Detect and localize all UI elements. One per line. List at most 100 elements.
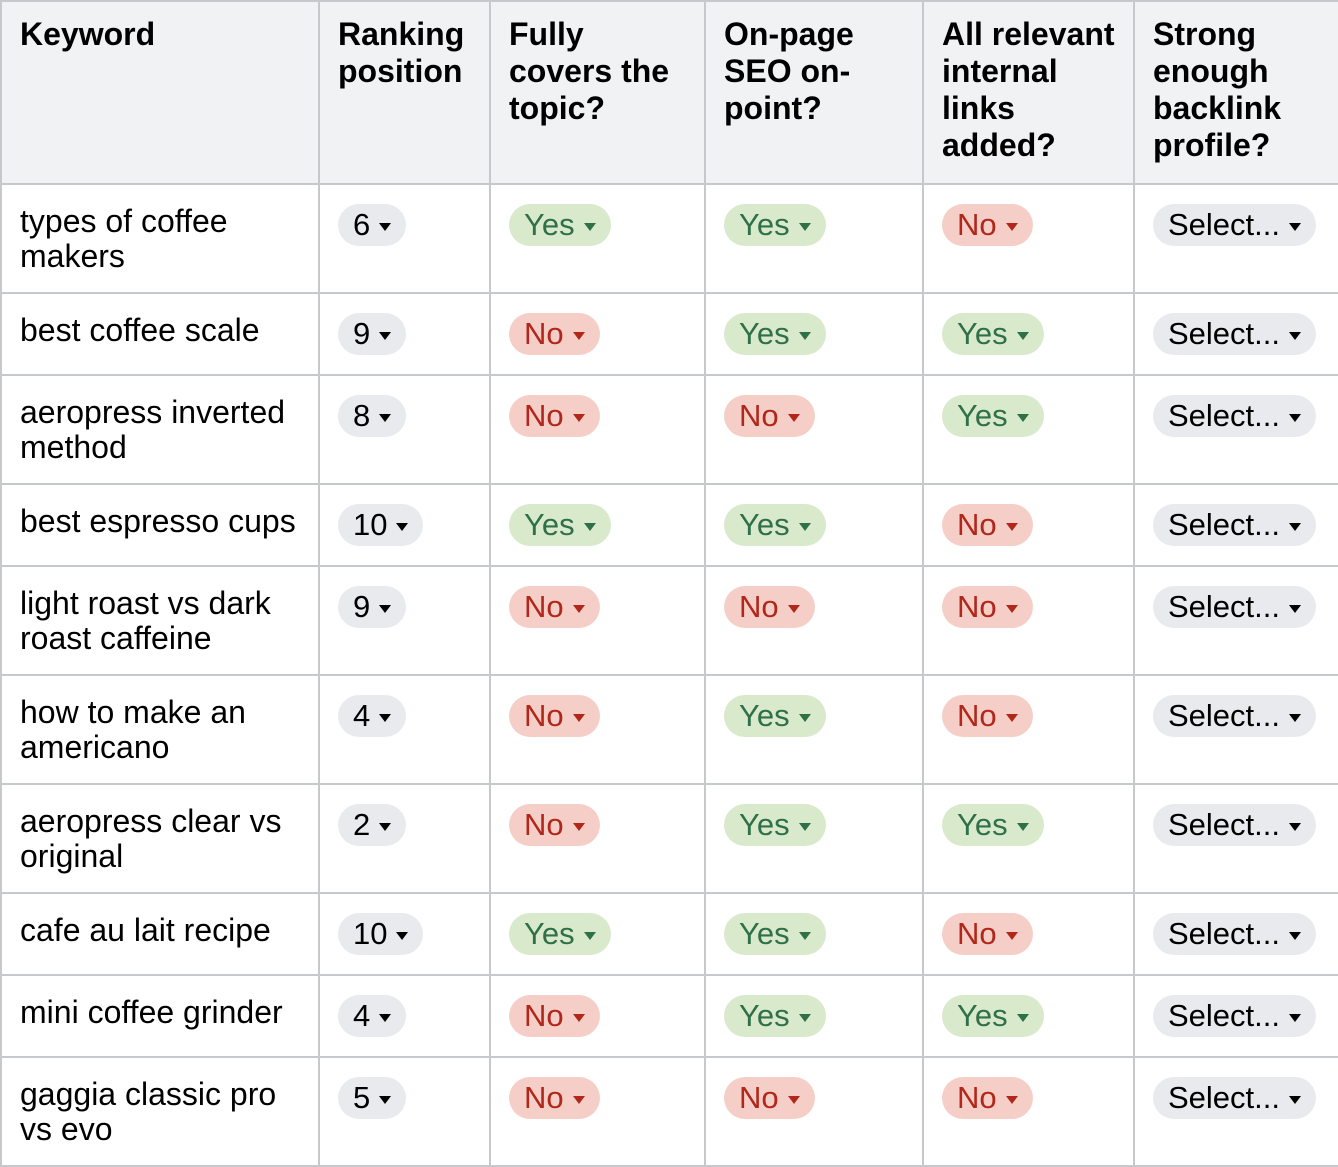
fully-covers-chip[interactable]: No — [509, 395, 600, 437]
onpage-seo-chip[interactable]: Yes — [724, 504, 826, 546]
links-cell: No — [922, 1056, 1135, 1167]
caret-down-icon — [379, 1013, 392, 1022]
backlink-cell: Select... — [1133, 565, 1338, 676]
backlink-cell: Select... — [1133, 974, 1338, 1058]
fully-covers-chip[interactable]: Yes — [509, 204, 611, 246]
caret-down-icon — [1289, 931, 1301, 940]
chip-label: Yes — [739, 998, 790, 1033]
backlink-profile-chip[interactable]: Select... — [1153, 395, 1316, 437]
backlink-profile-chip[interactable]: Select... — [1153, 204, 1316, 246]
caret-down-icon — [1289, 331, 1301, 340]
fully-covers-chip[interactable]: Yes — [509, 504, 611, 546]
onpage-seo-chip[interactable]: Yes — [724, 995, 826, 1037]
header-keyword: Keyword — [0, 0, 320, 185]
chip-label: Yes — [739, 807, 790, 842]
chip-label: Yes — [524, 207, 575, 242]
keyword-cell[interactable]: types of coffee makers — [0, 183, 320, 294]
keyword-cell[interactable]: aeropress inverted method — [0, 374, 320, 485]
backlink-profile-chip[interactable]: Select... — [1153, 695, 1316, 737]
fully-covers-chip[interactable]: No — [509, 313, 600, 355]
keyword-cell[interactable]: gaggia classic pro vs evo — [0, 1056, 320, 1167]
ranking-position-chip[interactable]: 10 — [338, 504, 424, 546]
internal-links-chip[interactable]: No — [942, 913, 1033, 955]
chip-label: Select... — [1168, 807, 1280, 842]
ranking-position-chip[interactable]: 4 — [338, 695, 407, 737]
fully-covers-chip[interactable]: No — [509, 695, 600, 737]
onpage-seo-chip[interactable]: Yes — [724, 804, 826, 846]
internal-links-chip[interactable]: No — [942, 1077, 1033, 1119]
backlink-profile-chip[interactable]: Select... — [1153, 586, 1316, 628]
onpage-seo-chip[interactable]: Yes — [724, 313, 826, 355]
ranking-position-chip[interactable]: 10 — [338, 913, 424, 955]
keyword-cell[interactable]: best coffee scale — [0, 292, 320, 376]
seo-cell: Yes — [704, 674, 924, 785]
onpage-seo-chip[interactable]: No — [724, 1077, 815, 1119]
onpage-seo-chip[interactable]: No — [724, 586, 815, 628]
keyword-cell[interactable]: cafe au lait recipe — [0, 892, 320, 976]
covers-cell: Yes — [489, 892, 706, 976]
chip-label: 10 — [353, 916, 388, 951]
caret-down-icon — [583, 931, 596, 940]
keyword-cell[interactable]: best espresso cups — [0, 483, 320, 567]
chip-label: No — [957, 1080, 997, 1115]
fully-covers-chip[interactable]: No — [509, 995, 600, 1037]
fully-covers-chip[interactable]: No — [509, 804, 600, 846]
keyword-text: aeropress clear vs original — [20, 803, 282, 874]
seo-cell: Yes — [704, 974, 924, 1058]
backlink-profile-chip[interactable]: Select... — [1153, 804, 1316, 846]
internal-links-chip[interactable]: No — [942, 695, 1033, 737]
backlink-profile-chip[interactable]: Select... — [1153, 313, 1316, 355]
ranking-cell: 4 — [318, 674, 491, 785]
onpage-seo-chip[interactable]: Yes — [724, 204, 826, 246]
chip-label: Select... — [1168, 207, 1280, 242]
backlink-profile-chip[interactable]: Select... — [1153, 995, 1316, 1037]
chip-label: No — [524, 316, 564, 351]
fully-covers-chip[interactable]: No — [509, 586, 600, 628]
internal-links-chip[interactable]: No — [942, 586, 1033, 628]
caret-down-icon — [1289, 713, 1301, 722]
chip-label: No — [957, 589, 997, 624]
ranking-position-chip[interactable]: 4 — [338, 995, 407, 1037]
keyword-cell[interactable]: aeropress clear vs original — [0, 783, 320, 894]
links-cell: No — [922, 565, 1135, 676]
onpage-seo-chip[interactable]: No — [724, 395, 815, 437]
internal-links-chip[interactable]: No — [942, 204, 1033, 246]
keyword-cell[interactable]: light roast vs dark roast caffeine — [0, 565, 320, 676]
ranking-position-chip[interactable]: 9 — [338, 313, 407, 355]
internal-links-chip[interactable]: Yes — [942, 995, 1044, 1037]
caret-down-icon — [798, 1013, 811, 1022]
header-backlink-profile: Strong enough backlink profile? — [1133, 0, 1338, 185]
keyword-cell[interactable]: how to make an americano — [0, 674, 320, 785]
onpage-seo-chip[interactable]: Yes — [724, 695, 826, 737]
ranking-position-chip[interactable]: 5 — [338, 1077, 407, 1119]
internal-links-chip[interactable]: Yes — [942, 313, 1044, 355]
internal-links-chip[interactable]: No — [942, 504, 1033, 546]
keyword-cell[interactable]: mini coffee grinder — [0, 974, 320, 1058]
backlink-profile-chip[interactable]: Select... — [1153, 504, 1316, 546]
fully-covers-chip[interactable]: Yes — [509, 913, 611, 955]
seo-cell: No — [704, 565, 924, 676]
ranking-position-chip[interactable]: 2 — [338, 804, 407, 846]
caret-down-icon — [1289, 522, 1301, 531]
chip-label: No — [739, 589, 779, 624]
caret-down-icon — [1016, 822, 1029, 831]
ranking-position-chip[interactable]: 8 — [338, 395, 407, 437]
chip-label: Yes — [957, 998, 1008, 1033]
caret-down-icon — [1289, 413, 1301, 422]
onpage-seo-chip[interactable]: Yes — [724, 913, 826, 955]
backlink-cell: Select... — [1133, 783, 1338, 894]
fully-covers-chip[interactable]: No — [509, 1077, 600, 1119]
internal-links-chip[interactable]: Yes — [942, 395, 1044, 437]
links-cell: Yes — [922, 974, 1135, 1058]
covers-cell: No — [489, 674, 706, 785]
backlink-cell: Select... — [1133, 483, 1338, 567]
chip-label: Select... — [1168, 398, 1280, 433]
internal-links-chip[interactable]: Yes — [942, 804, 1044, 846]
caret-down-icon — [1005, 1095, 1018, 1104]
header-ranking-position: Ranking position — [318, 0, 491, 185]
ranking-cell: 5 — [318, 1056, 491, 1167]
backlink-profile-chip[interactable]: Select... — [1153, 913, 1316, 955]
ranking-position-chip[interactable]: 9 — [338, 586, 407, 628]
ranking-position-chip[interactable]: 6 — [338, 204, 407, 246]
backlink-profile-chip[interactable]: Select... — [1153, 1077, 1316, 1119]
